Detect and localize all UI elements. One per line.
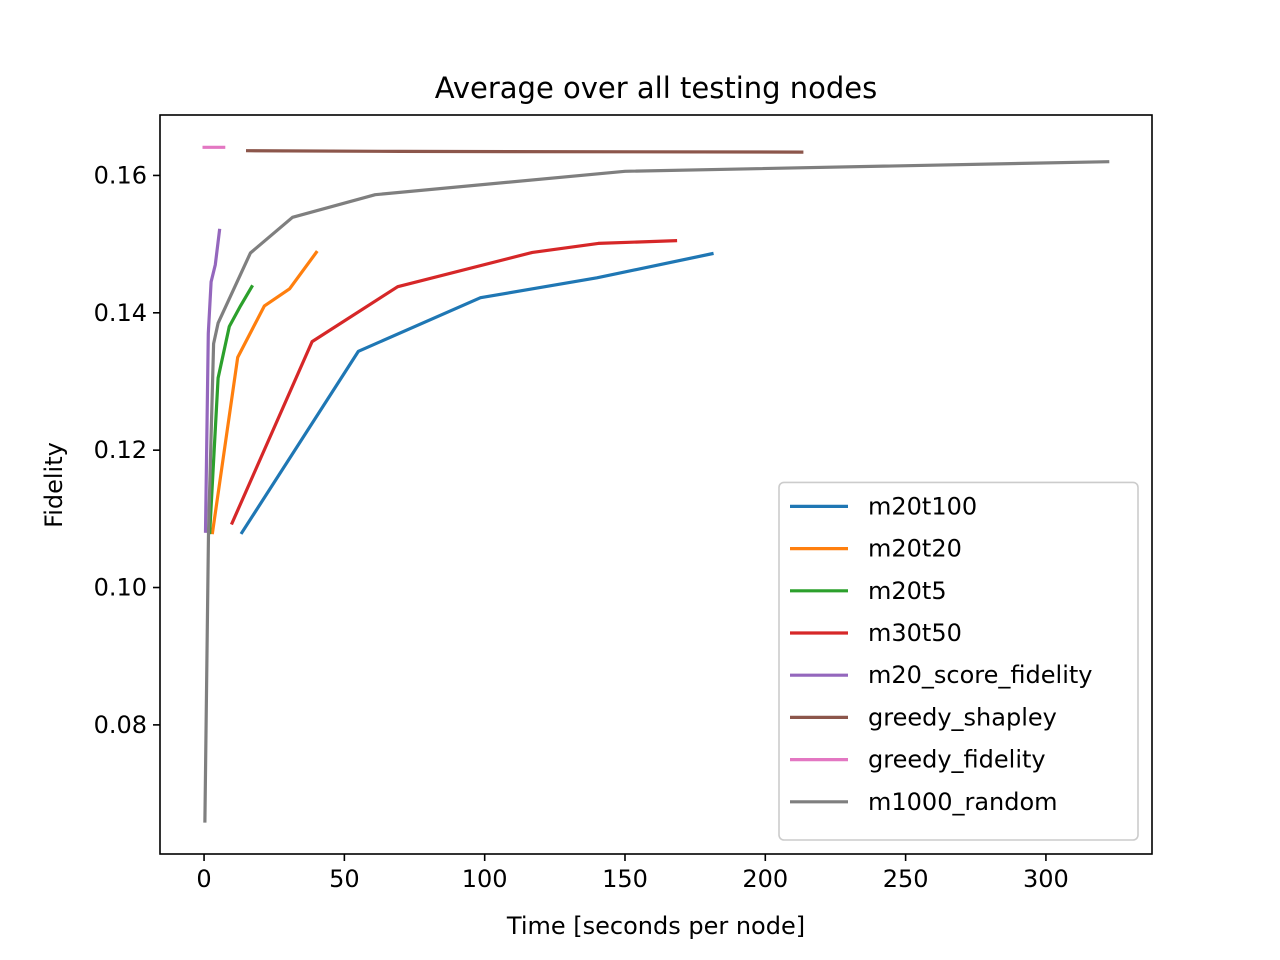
legend-label-m30t50: m30t50 xyxy=(868,619,962,647)
series-line-m20-score-fidelity xyxy=(203,228,222,533)
x-axis-ticks: 0 50 100 150 200 250 300 xyxy=(196,854,1069,893)
x-tick-label: 250 xyxy=(883,865,929,893)
legend-box xyxy=(778,481,1139,841)
y-axis-ticks: 0.08 0.10 0.12 0.14 0.16 xyxy=(94,161,160,739)
y-tick-label: 0.10 xyxy=(94,574,147,602)
series-line-m30t50 xyxy=(229,239,678,526)
x-tick-label: 50 xyxy=(329,865,360,893)
chart-title: Average over all testing nodes xyxy=(435,71,878,105)
x-axis-label: Time [seconds per node] xyxy=(506,912,805,940)
series-line-greedy-shapley xyxy=(245,149,804,154)
y-tick-label: 0.08 xyxy=(94,711,147,739)
legend: m20t100 m20t20 m20t5 m30t50 m20_score_fideli… xyxy=(778,481,1139,841)
x-tick-label: 100 xyxy=(462,865,508,893)
legend-label-m20t5: m20t5 xyxy=(868,577,947,605)
x-tick-label: 300 xyxy=(1023,865,1069,893)
legend-label-m1000-random: m1000_random xyxy=(868,788,1058,816)
series-line-m20t5 xyxy=(208,284,254,535)
legend-label-m20-score-fidelity: m20_score_fidelity xyxy=(868,661,1092,689)
y-tick-label: 0.14 xyxy=(94,299,147,327)
y-tick-label: 0.12 xyxy=(94,436,147,464)
series-line-m20t20 xyxy=(210,250,319,535)
legend-label-m20t20: m20t20 xyxy=(868,535,962,563)
legend-label-greedy-shapley: greedy_shapley xyxy=(868,703,1057,731)
y-tick-label: 0.16 xyxy=(94,161,147,189)
x-tick-label: 150 xyxy=(602,865,648,893)
x-tick-label: 0 xyxy=(196,865,211,893)
plot-frame xyxy=(159,114,1153,855)
legend-label-greedy-fidelity: greedy_fidelity xyxy=(868,746,1046,774)
y-axis-label: Fidelity xyxy=(40,442,68,528)
legend-label-m20t100: m20t100 xyxy=(868,492,977,520)
series-layer xyxy=(202,145,1110,823)
series-line-m1000-random xyxy=(203,160,1110,823)
series-line-m20t100 xyxy=(239,251,714,535)
x-tick-label: 200 xyxy=(742,865,788,893)
